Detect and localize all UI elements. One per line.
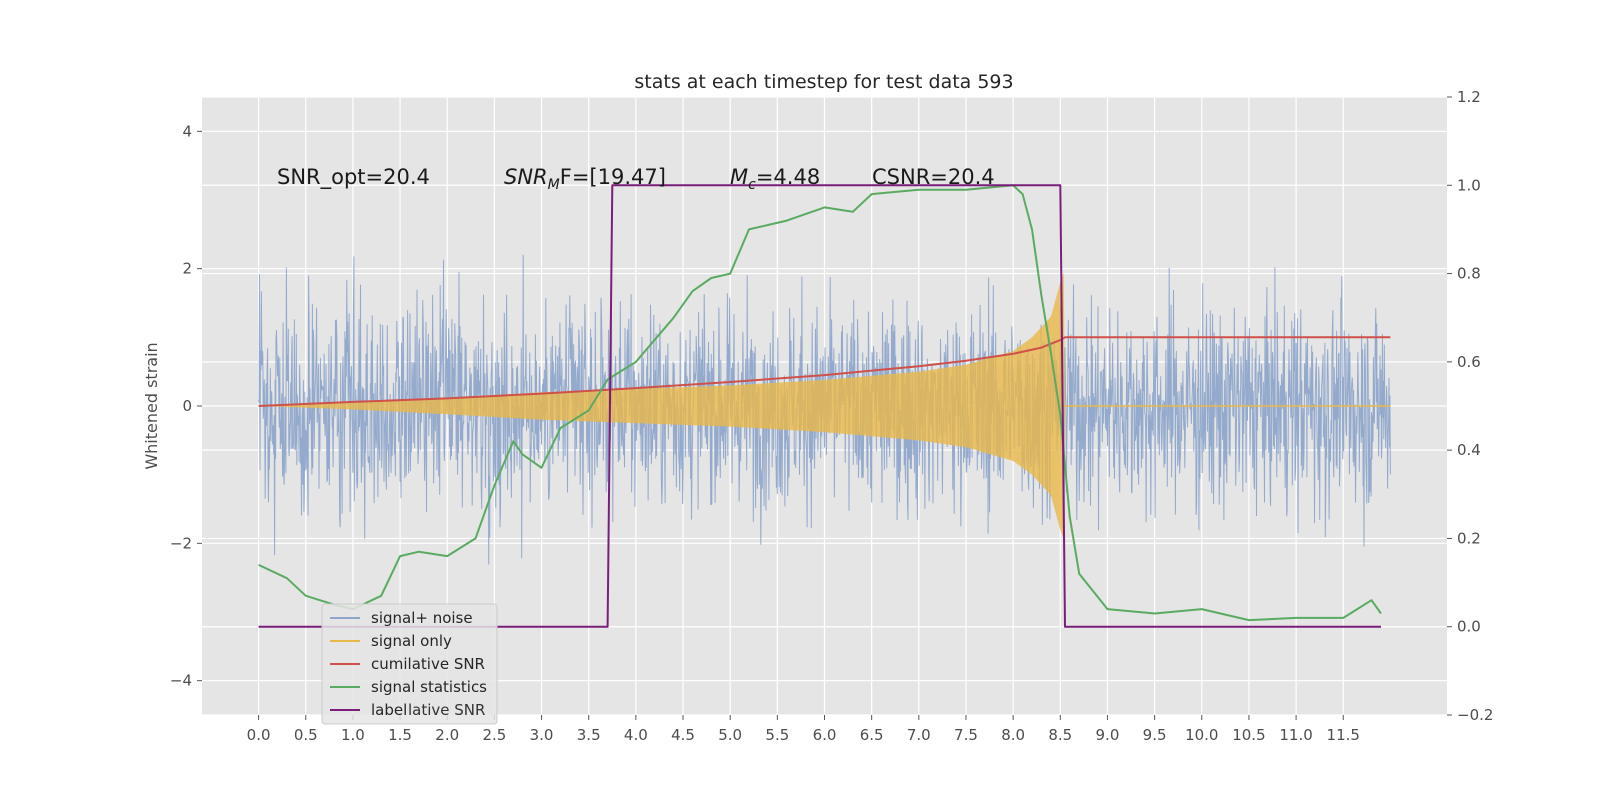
annotation-snr-mf-rest: F=[19.47] (560, 165, 666, 189)
x-tick-label: 9.0 (1096, 726, 1120, 744)
x-tick-label: 7.0 (907, 726, 931, 744)
y-axis-right: −0.2 0.0 0.2 0.4 0.6 0.8 1.0 1.2 (1447, 88, 1493, 724)
annotation-snr-opt: SNR_opt=20.4 (277, 165, 430, 190)
legend-box (321, 603, 498, 725)
legend-ghost-text: lative SNR (408, 701, 485, 719)
x-tick-label: 7.5 (954, 726, 978, 744)
x-tick-label: 3.0 (530, 726, 554, 744)
x-tick-label: 9.5 (1143, 726, 1167, 744)
y-right-tick-label: 1.2 (1457, 88, 1481, 106)
y-right-tick-label: −0.2 (1457, 706, 1493, 724)
y-tick-label: 2 (182, 260, 192, 278)
x-tick-label: 11.5 (1327, 726, 1360, 744)
annotations: SNR_opt=20.4 SNRMF=[19.47] Mc=4.48 CSNR=… (277, 165, 995, 193)
annotation-snr-mf-sub: M (548, 177, 560, 193)
data-layer (258, 184, 1391, 628)
annotation-mc-sub: c (748, 177, 756, 193)
annotation-mc-main: M (730, 165, 748, 189)
x-tick-label: 6.5 (860, 726, 884, 744)
x-tick-label: 4.0 (624, 726, 648, 744)
y-tick-label: −4 (170, 672, 192, 690)
y-right-tick-label: 1.0 (1457, 176, 1481, 194)
annotation-mc: Mc=4.48 (730, 165, 820, 193)
x-tick-label: 6.0 (813, 726, 837, 744)
x-tick-label: 0.5 (294, 726, 318, 744)
annotation-mc-rest: =4.48 (756, 165, 820, 189)
y-right-tick-label: 0.0 (1457, 618, 1481, 636)
y-axis-left: −4 −2 0 2 4 (170, 122, 202, 690)
y-right-tick-label: 0.4 (1457, 441, 1481, 459)
x-tick-label: 5.0 (718, 726, 742, 744)
y-tick-label: 0 (182, 397, 192, 415)
x-tick-label: 2.5 (482, 726, 506, 744)
y-tick-label: 4 (182, 122, 192, 140)
x-tick-label: 1.5 (388, 726, 412, 744)
series-label (258, 184, 1381, 628)
annotation-snr-mf-main: SNR (504, 165, 548, 189)
legend-label-cumulative-snr: cumilative SNR (371, 655, 485, 673)
legend: lative SNR signal+ noise signal only cum… (321, 603, 498, 725)
y-axis-label: Whitened strain (142, 342, 161, 469)
legend-label-signal-noise: signal+ noise (371, 609, 473, 627)
noise-trace (258, 254, 1391, 565)
y-right-tick-label: 0.2 (1457, 529, 1481, 547)
series-lines (258, 184, 1391, 628)
x-tick-label: 11.0 (1279, 726, 1312, 744)
legend-label-signal-only: signal only (371, 632, 452, 650)
y-tick-label: −2 (170, 534, 192, 552)
x-tick-label: 0.0 (247, 726, 271, 744)
x-axis: 0.0 0.5 1.0 1.5 2.0 2.5 3.0 3.5 4.0 4.5 5.0 5.5 6.0 6… (247, 715, 1360, 744)
annotation-snr-mf: SNRMF=[19.47] (504, 165, 666, 193)
x-tick-label: 1.0 (341, 726, 365, 744)
series-signal-statistics (258, 184, 1382, 622)
x-tick-label: 5.5 (765, 726, 789, 744)
series-cumulative-snr (258, 336, 1391, 407)
x-tick-label: 10.0 (1185, 726, 1218, 744)
annotation-csnr: CSNR=20.4 (872, 165, 995, 189)
x-tick-label: 2.0 (435, 726, 459, 744)
x-tick-label: 8.5 (1048, 726, 1072, 744)
y-right-tick-label: 0.6 (1457, 353, 1481, 371)
series-signal-only (258, 272, 1391, 540)
legend-label-label: label (371, 701, 407, 719)
x-tick-label: 4.5 (671, 726, 695, 744)
series-signal-noise (258, 254, 1391, 565)
chart-title: stats at each timestep for test data 593 (634, 71, 1013, 93)
x-tick-label: 8.0 (1001, 726, 1025, 744)
y-right-tick-label: 0.8 (1457, 265, 1481, 283)
x-tick-label: 3.5 (577, 726, 601, 744)
signal-only-band (258, 272, 1066, 540)
x-tick-label: 10.5 (1232, 726, 1265, 744)
legend-label-signal-statistics: signal statistics (371, 678, 487, 696)
